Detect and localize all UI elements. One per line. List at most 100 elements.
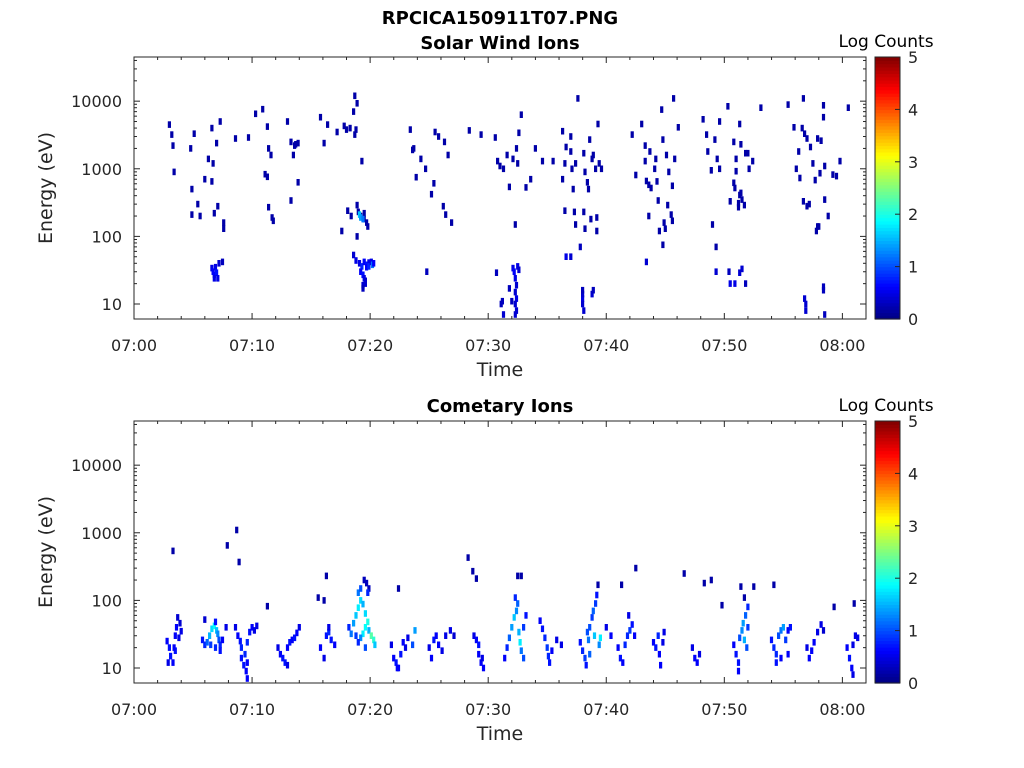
colorbar-band	[875, 296, 900, 300]
data-cell	[715, 155, 719, 163]
data-cell	[582, 307, 586, 314]
data-cell	[516, 600, 520, 607]
data-cell	[496, 157, 500, 165]
data-cell	[254, 110, 258, 118]
data-cell	[480, 654, 484, 662]
data-cell	[533, 145, 537, 152]
data-cell	[479, 659, 483, 666]
data-cell	[349, 212, 353, 220]
data-cell	[517, 129, 521, 137]
data-cell	[196, 200, 200, 208]
data-cell	[746, 603, 750, 611]
data-cells	[167, 92, 850, 318]
colorbar-band	[875, 571, 900, 576]
colorbar-frame	[874, 420, 901, 684]
data-cell	[362, 209, 366, 217]
data-cell	[654, 644, 658, 651]
data-cell	[769, 636, 774, 644]
data-cell	[548, 659, 552, 666]
colorbar-band	[875, 201, 900, 205]
colorbar-band	[875, 470, 900, 475]
data-cell	[362, 576, 366, 584]
data-cell	[507, 634, 511, 642]
data-cell	[590, 614, 594, 621]
data-cell	[788, 624, 792, 631]
data-cell	[220, 636, 225, 644]
y-tick-label: 1000	[81, 524, 122, 543]
figure-title: RPCICA150911T07.PNG	[382, 8, 618, 29]
colorbar-tick-label: 1	[908, 622, 918, 641]
x-axis-label: Time	[476, 723, 524, 745]
colorbar-band	[875, 666, 900, 671]
data-cell	[747, 165, 751, 173]
colorbar-band	[875, 630, 900, 635]
colorbar-band	[875, 483, 900, 488]
data-cell	[361, 630, 365, 638]
data-cell	[572, 208, 576, 216]
colorbar-tick-label: 5	[908, 48, 918, 67]
data-cell	[171, 659, 175, 666]
colorbar-band	[875, 204, 900, 209]
data-cell	[216, 630, 220, 638]
data-cell	[816, 628, 820, 636]
data-cell	[363, 280, 367, 287]
colorbar-band	[875, 132, 900, 137]
data-cell	[581, 647, 585, 654]
data-cell	[513, 221, 517, 228]
data-cell	[290, 636, 294, 644]
data-cell	[363, 610, 367, 617]
data-cell	[414, 173, 418, 181]
data-cell	[571, 185, 575, 193]
colorbar-band	[875, 646, 900, 651]
data-cell	[510, 624, 514, 631]
data-cell	[709, 576, 713, 584]
data-cell	[401, 639, 405, 646]
data-cell	[823, 311, 827, 318]
data-cell	[238, 637, 242, 645]
data-cell	[167, 644, 171, 651]
colorbar-band	[875, 679, 900, 684]
colorbar-band	[875, 653, 900, 658]
data-cell	[666, 201, 670, 209]
data-cell	[245, 639, 249, 646]
data-cell	[786, 101, 790, 108]
data-cell	[736, 667, 741, 675]
data-cell	[846, 104, 850, 111]
data-cell	[267, 145, 271, 152]
data-cell	[555, 636, 559, 644]
colorbar-band	[875, 620, 900, 625]
colorbar-band	[875, 565, 900, 569]
data-cell	[569, 253, 573, 260]
colorbar-band	[875, 210, 900, 215]
data-cell	[448, 627, 452, 634]
data-cell	[167, 121, 171, 128]
data-cell	[801, 95, 805, 102]
y-tick-label: 10	[102, 659, 122, 678]
colorbar-band	[875, 614, 900, 619]
data-cell	[670, 217, 674, 225]
data-cell	[218, 118, 222, 125]
colorbar-band	[875, 607, 900, 612]
colorbar-band	[875, 227, 900, 232]
data-cell	[630, 131, 634, 138]
data-cell	[585, 179, 589, 186]
colorbar-band	[875, 89, 900, 94]
data-cell	[165, 637, 169, 645]
colorbar-tick-label: 5	[908, 412, 918, 431]
colorbar-band	[875, 269, 900, 274]
data-cell	[501, 165, 506, 173]
data-cell	[738, 120, 742, 128]
data-cell	[213, 644, 218, 651]
data-cell	[437, 133, 441, 140]
colorbar-band	[875, 453, 900, 458]
data-cell	[295, 629, 299, 637]
data-cell	[172, 168, 176, 176]
data-cell	[203, 616, 207, 623]
colorbar-band	[875, 292, 900, 297]
data-cell	[392, 654, 396, 662]
data-cell	[570, 165, 574, 173]
data-cell	[366, 589, 370, 596]
colorbar-band	[875, 558, 900, 563]
